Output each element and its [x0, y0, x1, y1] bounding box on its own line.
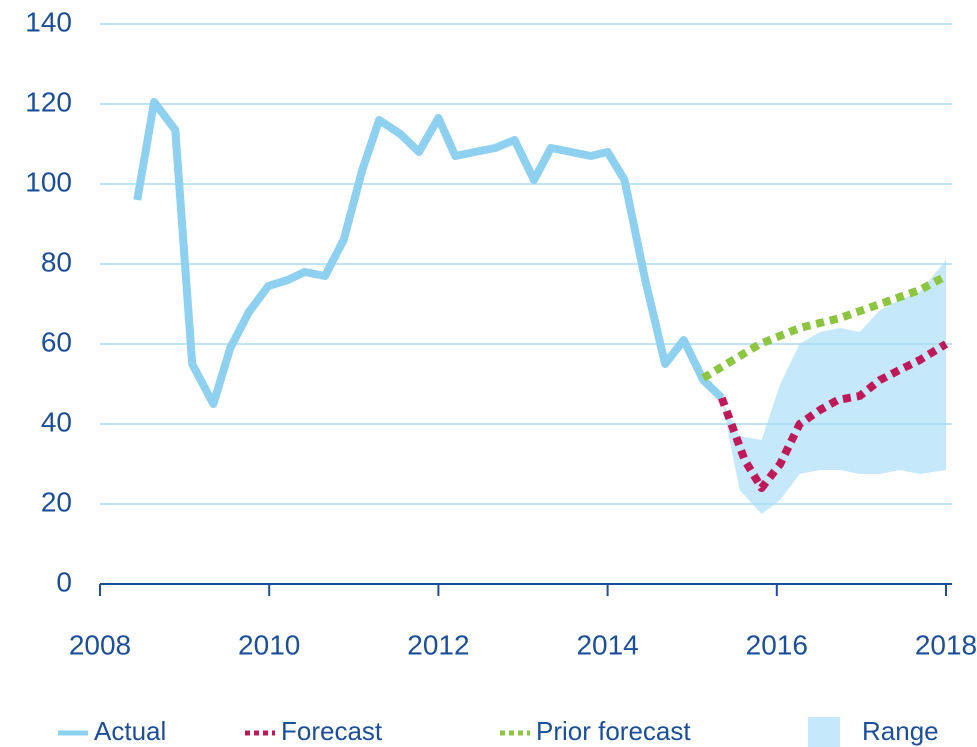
line-layer: [133, 98, 949, 492]
y-tick-label: 100: [25, 166, 72, 197]
area-layer: [721, 260, 946, 514]
y-tick-label: 80: [41, 246, 72, 277]
x-tick-label: 2016: [746, 629, 808, 660]
legend-swatch: [808, 717, 840, 747]
legend-label: Forecast: [281, 716, 383, 746]
y-tick-label: 60: [41, 326, 72, 357]
y-tick-label: 140: [25, 6, 72, 37]
x-tick-label: 2010: [238, 629, 300, 660]
x-tick-label: 2014: [576, 629, 638, 660]
x-tick-label: 2012: [407, 629, 469, 660]
y-tick-label: 40: [41, 406, 72, 437]
y-tick-label: 120: [25, 86, 72, 117]
grid-layer: [100, 23, 952, 505]
legend-label: Prior forecast: [536, 716, 691, 746]
x-tick-label: 2008: [69, 629, 131, 660]
legend-label: Actual: [94, 716, 166, 746]
axis-layer: 0 20 40 60 80 100 120 140 2008 2010 2012 2014 2016 20…: [25, 6, 977, 747]
x-tick-label: 2018: [915, 629, 977, 660]
series-line: [133, 98, 725, 408]
range-band: [721, 260, 946, 514]
y-tick-label: 20: [41, 486, 72, 517]
y-tick-label: 0: [56, 566, 72, 597]
legend-label: Range: [862, 716, 939, 746]
